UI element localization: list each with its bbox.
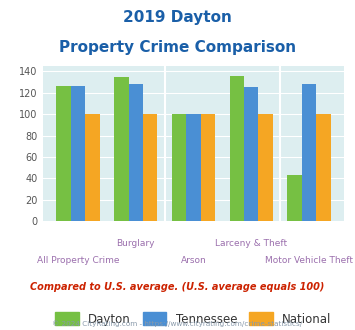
Bar — [129, 84, 143, 221]
Text: Compared to U.S. average. (U.S. average equals 100): Compared to U.S. average. (U.S. average … — [30, 282, 325, 292]
Bar — [114, 77, 129, 221]
Bar — [71, 86, 85, 221]
Bar — [85, 114, 100, 221]
Legend: Dayton, Tennessee, National: Dayton, Tennessee, National — [50, 308, 337, 330]
Text: Motor Vehicle Theft: Motor Vehicle Theft — [265, 256, 353, 265]
Text: Property Crime Comparison: Property Crime Comparison — [59, 40, 296, 54]
Bar — [143, 114, 157, 221]
Text: All Property Crime: All Property Crime — [37, 256, 119, 265]
Text: Larceny & Theft: Larceny & Theft — [215, 239, 287, 248]
Text: 2019 Dayton: 2019 Dayton — [123, 10, 232, 25]
Bar — [172, 114, 186, 221]
Bar — [230, 76, 244, 221]
Bar — [201, 114, 215, 221]
Bar — [302, 84, 316, 221]
Bar — [186, 114, 201, 221]
Text: © 2024 CityRating.com - https://www.cityrating.com/crime-statistics/: © 2024 CityRating.com - https://www.city… — [53, 320, 302, 327]
Text: Arson: Arson — [181, 256, 206, 265]
Bar — [316, 114, 331, 221]
Bar — [258, 114, 273, 221]
Bar — [244, 87, 258, 221]
Bar — [287, 175, 302, 221]
Text: Burglary: Burglary — [116, 239, 155, 248]
Bar — [56, 86, 71, 221]
